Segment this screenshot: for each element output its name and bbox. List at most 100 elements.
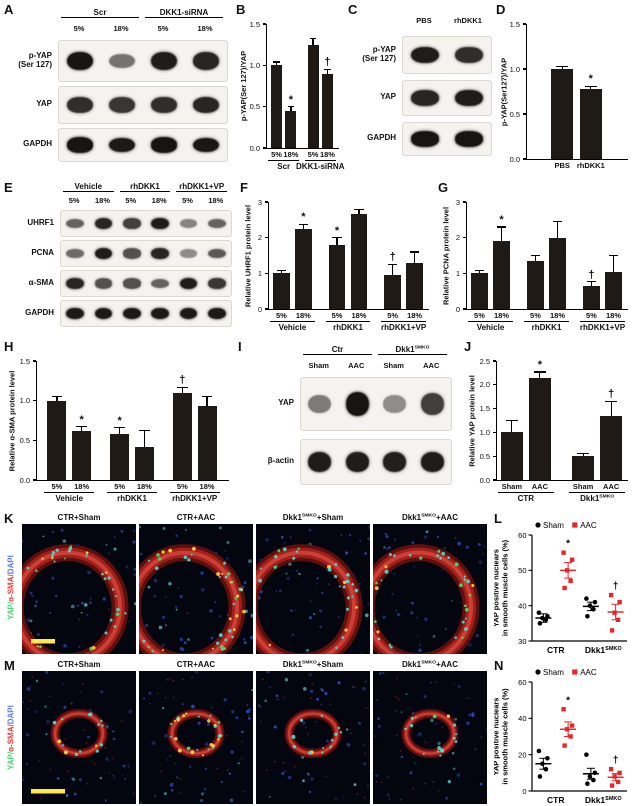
dapi-nucleus bbox=[319, 609, 323, 613]
dapi-nucleus bbox=[385, 546, 390, 551]
group-label: Vehicle bbox=[247, 323, 337, 332]
data-point bbox=[592, 599, 598, 605]
y-tick bbox=[522, 113, 526, 115]
yap-nucleus bbox=[158, 557, 162, 561]
x-tick-label: 5% bbox=[275, 311, 287, 320]
yap-nucleus bbox=[61, 717, 64, 721]
yap-nucleus bbox=[69, 545, 73, 548]
blot-strip bbox=[58, 86, 228, 124]
dapi-nucleus bbox=[454, 536, 457, 539]
panel-d: D p-YAP(Ser127)/YAP 0.0 0.5 1.0 1.5 PBS * rhDKK… bbox=[494, 2, 633, 177]
label-text: DKK1-siRNA bbox=[159, 8, 209, 17]
y-axis-label: Relative UHRF1 protein level bbox=[243, 204, 252, 307]
dapi-nucleus bbox=[87, 570, 91, 575]
error-bar bbox=[590, 281, 593, 286]
data-point bbox=[612, 610, 617, 615]
dapi-nucleus bbox=[275, 694, 279, 698]
dapi-nucleus bbox=[84, 603, 88, 607]
dapi-nucleus bbox=[321, 591, 324, 595]
data-point bbox=[587, 603, 593, 608]
data-point bbox=[537, 621, 543, 626]
lane-label: 5% bbox=[73, 24, 85, 33]
panel-label-g: G bbox=[438, 180, 449, 195]
yap-nucleus bbox=[223, 561, 226, 565]
lane-label: PBS bbox=[416, 16, 432, 25]
dapi-nucleus bbox=[35, 679, 39, 683]
y-tick-label: 2 bbox=[455, 233, 460, 243]
yap-nucleus bbox=[103, 577, 107, 581]
dapi-nucleus bbox=[80, 601, 84, 605]
dapi-nucleus bbox=[243, 581, 247, 585]
protein-band bbox=[345, 391, 369, 417]
yap-nucleus bbox=[221, 572, 224, 575]
dapi-nucleus bbox=[364, 680, 368, 684]
yap-nucleus bbox=[85, 554, 88, 557]
data-point bbox=[585, 613, 590, 619]
dapi-nucleus bbox=[329, 703, 332, 706]
yap-nucleus bbox=[384, 569, 389, 574]
red-speckle bbox=[485, 728, 487, 731]
text-segment: CTR+AAC bbox=[176, 513, 216, 522]
y-tick-label: 1.5 bbox=[19, 356, 30, 366]
dapi-nucleus bbox=[377, 717, 381, 721]
dapi-nucleus bbox=[417, 734, 420, 738]
significance-mark: † bbox=[324, 56, 331, 69]
dapi-nucleus bbox=[73, 792, 77, 796]
yap-nucleus bbox=[114, 595, 117, 598]
x-tick-label: 18% bbox=[199, 482, 215, 491]
dapi-nucleus bbox=[432, 634, 436, 638]
dapi-nucleus bbox=[447, 780, 451, 784]
yap-nucleus bbox=[464, 617, 467, 620]
significance-mark: * bbox=[566, 695, 570, 706]
red-speckle bbox=[49, 768, 52, 771]
red-speckle bbox=[179, 792, 182, 795]
dapi-nucleus bbox=[200, 587, 205, 592]
dapi-nucleus bbox=[316, 577, 319, 580]
lane-label: 18% bbox=[151, 196, 167, 205]
dapi-nucleus bbox=[258, 704, 261, 707]
yap-nucleus bbox=[291, 734, 296, 739]
dapi-nucleus bbox=[29, 685, 32, 688]
dapi-nucleus bbox=[275, 590, 278, 592]
error-bar bbox=[275, 62, 278, 66]
yap-nucleus bbox=[339, 731, 343, 734]
dapi-nucleus bbox=[319, 625, 322, 628]
dapi-nucleus bbox=[430, 718, 434, 723]
dapi-nucleus bbox=[25, 762, 29, 765]
protein-band bbox=[123, 218, 141, 229]
yap-nucleus bbox=[373, 620, 377, 623]
y-tick-label: 0 bbox=[257, 304, 262, 314]
yap-nucleus bbox=[374, 586, 379, 591]
yap-nucleus bbox=[104, 571, 108, 574]
dapi-nucleus bbox=[34, 604, 37, 608]
fluorescence-image bbox=[22, 524, 136, 654]
fluorescence-svg bbox=[22, 671, 136, 804]
dapi-nucleus bbox=[284, 541, 287, 544]
error-bar bbox=[290, 106, 292, 111]
dapi-nucleus bbox=[391, 593, 394, 595]
dapi-nucleus bbox=[248, 717, 251, 720]
dapi-nucleus bbox=[228, 772, 232, 775]
dapi-nucleus bbox=[367, 784, 369, 787]
error-bar bbox=[534, 255, 537, 261]
superscript: SMKO bbox=[414, 345, 430, 351]
lane-group-header: DKK1-siRNA bbox=[145, 8, 223, 18]
yap-nucleus bbox=[439, 556, 442, 560]
red-speckle bbox=[380, 781, 383, 783]
label-text: rhDKK1 bbox=[531, 322, 562, 332]
label-text: rhDKK1 bbox=[333, 322, 363, 332]
yap-nucleus bbox=[436, 554, 440, 558]
dapi-nucleus bbox=[310, 777, 314, 781]
dapi-nucleus bbox=[207, 723, 210, 726]
data-point bbox=[545, 756, 550, 761]
y-tick-label: 1 bbox=[455, 268, 460, 278]
dapi-nucleus bbox=[259, 590, 263, 594]
data-point bbox=[591, 606, 596, 612]
dapi-nucleus bbox=[337, 681, 341, 685]
red-speckle bbox=[453, 717, 456, 720]
red-speckle bbox=[362, 744, 365, 746]
dapi-nucleus bbox=[392, 573, 395, 576]
yap-nucleus bbox=[235, 614, 239, 618]
dapi-nucleus bbox=[166, 758, 169, 761]
red-speckle bbox=[307, 733, 309, 736]
